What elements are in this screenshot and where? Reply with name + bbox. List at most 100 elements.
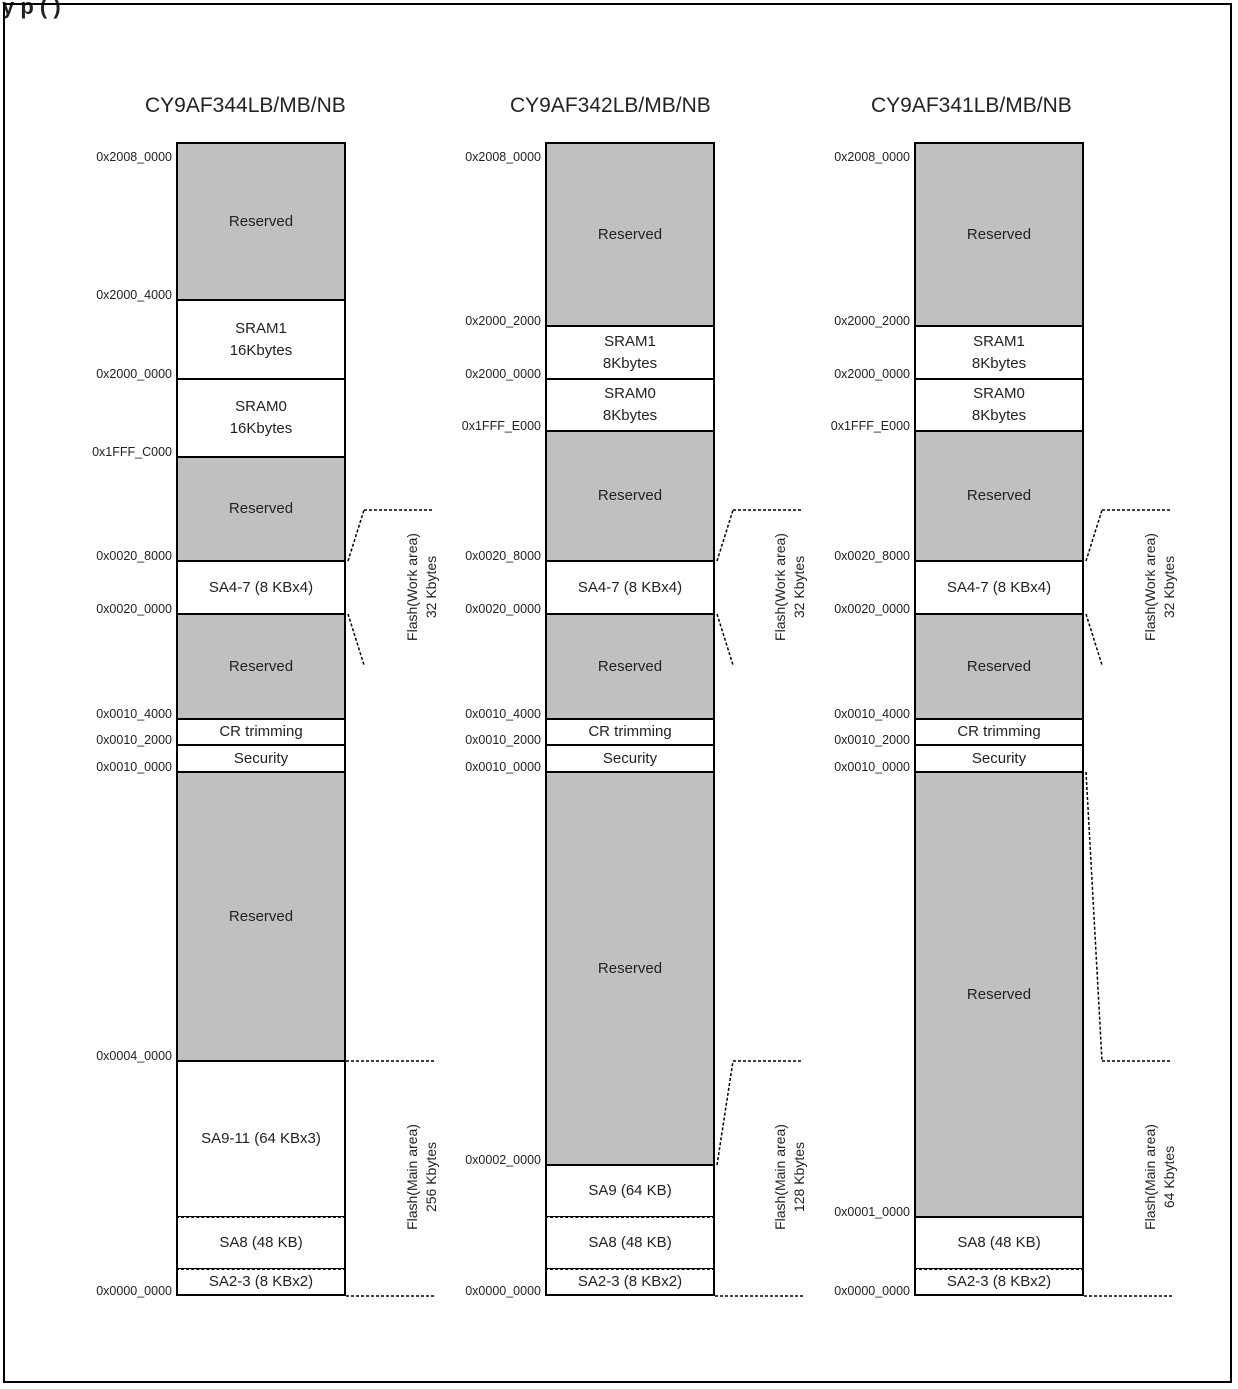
memory-block-sram0: SRAM0 16Kbytes: [176, 379, 346, 457]
memory-block-sram1: SRAM1 16Kbytes: [176, 300, 346, 379]
flash-work-area-label: Flash(Work area) 32 Kbytes: [403, 487, 441, 687]
column-title: CY9AF341LB/MB/NB: [871, 94, 1072, 117]
address-label: 0x2000_2000: [465, 314, 541, 328]
flash-main-area-label-line: Flash(Main area): [772, 1124, 788, 1230]
memory-block-sa8-48-kb: SA8 (48 KB): [914, 1217, 1084, 1269]
address-label: 0x0010_4000: [834, 707, 910, 721]
memory-block-label: CR trimming: [219, 723, 303, 740]
flash-work-area-label: Flash(Work area) 32 Kbytes: [771, 487, 809, 687]
memory-block-sa2-3-8-kbx2: SA2-3 (8 KBx2): [176, 1269, 346, 1296]
memory-block-reserved: Reserved: [545, 772, 715, 1165]
memory-block-security: Security: [545, 745, 715, 772]
memory-block-label: SA4-7 (8 KBx4): [946, 578, 1052, 596]
address-label: 0x2000_0000: [834, 367, 910, 381]
memory-block-sa2-3-8-kbx2: SA2-3 (8 KBx2): [545, 1269, 715, 1296]
column-title: CY9AF344LB/MB/NB: [145, 94, 346, 117]
address-label: 0x0010_4000: [465, 707, 541, 721]
flash-main-area-label: Flash(Main area) 128 Kbytes: [771, 1077, 809, 1277]
memory-block-sram1: SRAM1 8Kbytes: [914, 326, 1084, 379]
memory-block-sa4-7-8-kbx4: SA4-7 (8 KBx4): [545, 561, 715, 614]
memory-block-reserved: Reserved: [545, 142, 715, 326]
memory-block-label: SRAM1: [604, 332, 656, 350]
flash-main-area-label: Flash(Main area) 64 Kbytes: [1141, 1077, 1179, 1277]
memory-block-reserved: Reserved: [914, 614, 1084, 719]
memory-block-sa9-64-kb: SA9 (64 KB): [545, 1165, 715, 1217]
memory-block-sa8-48-kb: SA8 (48 KB): [176, 1217, 346, 1269]
flash-work-area-label-line: Flash(Work area): [1142, 533, 1158, 641]
address-label: 0x0001_0000: [834, 1205, 910, 1219]
memory-block-sram1: SRAM1 8Kbytes: [545, 326, 715, 379]
address-label: 0x2000_0000: [465, 367, 541, 381]
address-label: 0x1FFF_E000: [830, 419, 910, 433]
memory-block-label: SRAM0: [973, 385, 1025, 402]
flash-main-area-label-line: 256 Kbytes: [423, 1141, 439, 1213]
memory-block-label: SRAM1: [235, 319, 287, 337]
memory-block-sa4-7-8-kbx4: SA4-7 (8 KBx4): [176, 561, 346, 614]
memory-block-sa4-7-8-kbx4: SA4-7 (8 KBx4): [914, 561, 1084, 614]
flash-work-area-label-line: 32 Kbytes: [423, 555, 439, 619]
memory-block-label: SA2-3 (8 KBx2): [946, 1273, 1052, 1290]
memory-block-label: 16Kbytes: [229, 341, 293, 359]
memory-block-label: SA8 (48 KB): [588, 1234, 672, 1251]
memory-block-label: SA2-3 (8 KBx2): [208, 1273, 314, 1290]
address-label: 0x0020_8000: [834, 549, 910, 563]
flash-work-area-label-line: 32 Kbytes: [791, 555, 807, 619]
memory-block-label: SRAM0: [604, 385, 656, 402]
address-label: 0x0020_8000: [96, 549, 172, 563]
figure-frame: [3, 3, 1232, 1383]
flash-main-area-label: Flash(Main area) 256 Kbytes: [403, 1077, 441, 1277]
memory-block-label: Reserved: [228, 907, 294, 925]
memory-block-sa8-48-kb: SA8 (48 KB): [545, 1217, 715, 1269]
memory-block-label: SA4-7 (8 KBx4): [208, 578, 314, 596]
address-label: 0x2008_0000: [834, 150, 910, 164]
memory-block-cr-trimming: CR trimming: [914, 719, 1084, 745]
address-label: 0x0010_2000: [465, 733, 541, 747]
address-label: 0x0010_0000: [96, 760, 172, 774]
address-label: 0x1FFF_C000: [92, 445, 172, 459]
memory-block-label: Reserved: [966, 487, 1032, 504]
memory-block-label: Reserved: [597, 487, 663, 504]
memory-block-label: SA4-7 (8 KBx4): [577, 578, 683, 596]
address-label: 0x0004_0000: [96, 1049, 172, 1063]
memory-block-label: SRAM1: [973, 332, 1025, 350]
address-label: 0x1FFF_E000: [461, 419, 541, 433]
memory-block-reserved: Reserved: [914, 431, 1084, 561]
memory-block-security: Security: [914, 745, 1084, 772]
memory-block-label: 8Kbytes: [971, 407, 1027, 424]
memory-block-label: CR trimming: [957, 723, 1041, 740]
memory-block-label: Reserved: [597, 959, 663, 977]
memory-block-reserved: Reserved: [914, 772, 1084, 1217]
address-label: 0x0010_0000: [465, 760, 541, 774]
memory-block-label: Reserved: [228, 500, 294, 517]
flash-work-area-label-line: Flash(Work area): [404, 533, 420, 641]
address-label: 0x0020_0000: [96, 602, 172, 616]
address-label: 0x2000_4000: [96, 288, 172, 302]
memory-block-label: 16Kbytes: [229, 420, 293, 437]
flash-work-area-label: Flash(Work area) 32 Kbytes: [1141, 487, 1179, 687]
flash-work-area-label-line: 32 Kbytes: [1161, 555, 1177, 619]
memory-block-label: Reserved: [228, 212, 294, 230]
flash-work-area-label-line: Flash(Work area): [772, 533, 788, 641]
memory-block-reserved: Reserved: [176, 772, 346, 1061]
address-label: 0x0010_2000: [96, 733, 172, 747]
column-title: CY9AF342LB/MB/NB: [510, 94, 711, 117]
memory-block-label: 8Kbytes: [971, 354, 1027, 372]
memory-block-label: 8Kbytes: [602, 407, 658, 424]
memory-block-label: Security: [971, 749, 1027, 767]
address-label: 0x0020_8000: [465, 549, 541, 563]
address-label: 0x0000_0000: [834, 1284, 910, 1298]
memory-block-reserved: Reserved: [914, 142, 1084, 326]
memory-block-label: SA8 (48 KB): [957, 1234, 1041, 1251]
flash-main-area-label-line: 128 Kbytes: [791, 1141, 807, 1213]
memory-block-label: SRAM0: [235, 398, 287, 415]
memory-block-label: 8Kbytes: [602, 354, 658, 372]
address-label: 0x2008_0000: [465, 150, 541, 164]
memory-block-label: Security: [233, 749, 289, 767]
memory-block-cr-trimming: CR trimming: [176, 719, 346, 745]
memory-block-label: SA9-11 (64 KBx3): [201, 1130, 321, 1147]
memory-block-reserved: Reserved: [176, 614, 346, 719]
address-label: 0x2000_2000: [834, 314, 910, 328]
address-label: 0x0002_0000: [465, 1153, 541, 1167]
memory-block-label: Reserved: [966, 985, 1032, 1003]
flash-main-area-label-line: Flash(Main area): [404, 1124, 420, 1230]
